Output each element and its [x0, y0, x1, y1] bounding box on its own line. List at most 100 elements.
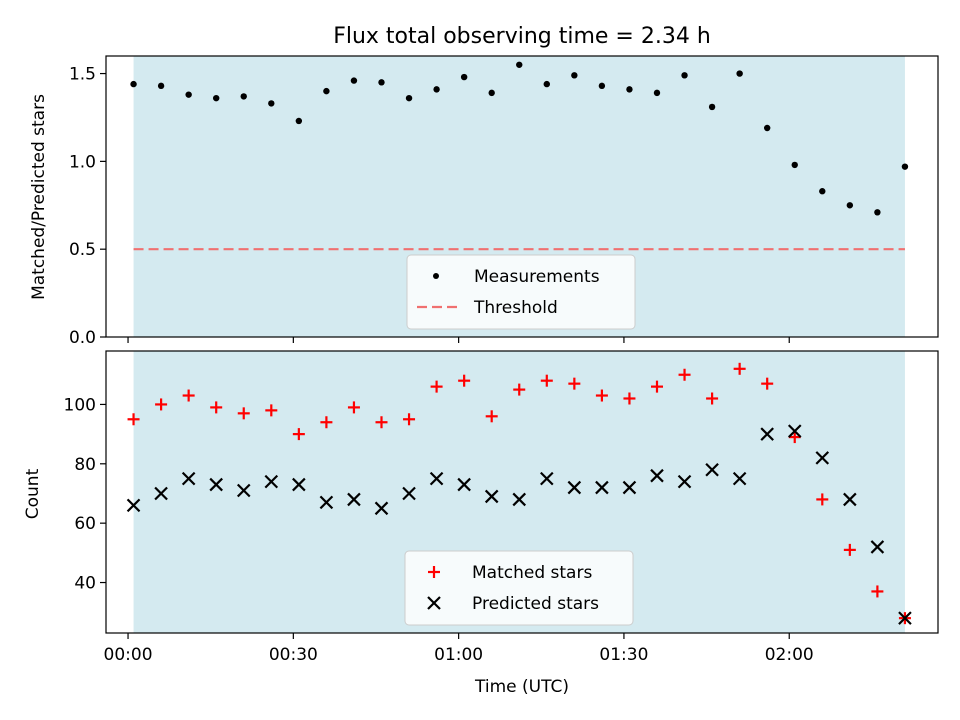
matched-stars-point	[706, 392, 719, 405]
matched-stars-point	[265, 404, 278, 417]
predicted-stars-point	[347, 492, 361, 507]
predicted-stars-point	[236, 483, 251, 498]
measurement-point	[901, 163, 909, 170]
matched-stars-point	[540, 374, 553, 387]
matched-stars-point	[430, 380, 443, 393]
predicted-stars-point	[843, 492, 857, 507]
legend: Matched stars Predicted stars	[404, 550, 634, 626]
y-tick-label: 1.5	[69, 65, 96, 85]
legend: Measurements Threshold	[406, 254, 636, 330]
matched-stars-point	[871, 585, 884, 598]
x-tick-label: 01:30	[599, 645, 648, 665]
y-tick-label: 40	[74, 574, 96, 594]
measurement-point	[378, 79, 385, 86]
predicted-stars-point	[457, 477, 471, 492]
matched-stars-point	[788, 431, 801, 444]
matched-stars-point	[816, 493, 829, 506]
legend-label: Measurements	[474, 267, 600, 287]
axes-frame	[105, 55, 939, 338]
measurement-point	[268, 100, 275, 107]
y-tick-label: 100	[64, 395, 96, 415]
matched-stars-point	[650, 380, 663, 393]
measurement-point	[819, 188, 826, 195]
measurement-point	[874, 209, 881, 216]
matched-stars-point	[182, 389, 195, 402]
predicted-stars-point	[760, 427, 774, 441]
matched-stars-point	[458, 374, 471, 387]
matched-stars-point	[513, 383, 526, 396]
matched-stars-point	[127, 413, 140, 426]
measurement-point	[130, 80, 137, 88]
legend-label: Threshold	[473, 298, 558, 318]
x-axis-label: Time (UTC)	[474, 677, 569, 697]
measurement-point	[846, 202, 854, 209]
x-tick-label: 02:00	[765, 645, 814, 665]
ratio-panel: Matched/Predicted stars 0.0 0.5 1.0 1.5 Meas…	[29, 55, 939, 348]
x-tick-label: 00:00	[104, 645, 153, 665]
predicted-stars-point	[181, 471, 196, 486]
predicted-stars-point	[484, 489, 499, 504]
predicted-stars-point	[292, 477, 306, 492]
matched-stars-point	[155, 398, 168, 411]
legend-box	[404, 550, 634, 626]
predicted-stars-point	[429, 471, 444, 486]
matched-stars-point	[568, 377, 581, 390]
predicted-stars-point	[126, 498, 141, 513]
matched-stars-point	[347, 401, 360, 414]
predicted-stars-point	[540, 471, 554, 486]
predicted-stars-point	[264, 474, 279, 489]
matched-stars-point	[623, 392, 636, 405]
matched-stars-point	[320, 416, 333, 429]
measurement-point	[212, 94, 220, 102]
axes-frame	[105, 350, 939, 634]
matched-stars-point	[292, 428, 305, 441]
matched-stars-point	[210, 401, 223, 414]
y-tick-label: 0.0	[69, 328, 96, 348]
predicted-stars-point	[677, 474, 692, 489]
legend-marker-measurements	[433, 273, 439, 279]
measurement-point	[405, 94, 413, 102]
y-tick-label: 1.0	[69, 152, 96, 172]
predicted-stars-point	[787, 424, 802, 438]
legend-marker-matched	[428, 566, 440, 578]
legend-box	[406, 254, 636, 330]
y-tick-label: 80	[74, 455, 96, 475]
measurement-point	[681, 72, 688, 79]
x-tick-label: 00:30	[269, 645, 318, 665]
x-tick-label: 01:00	[434, 645, 483, 665]
predicted-stars-point	[567, 480, 582, 495]
predicted-stars-point	[815, 451, 830, 465]
predicted-stars-point	[870, 540, 885, 554]
measurement-point	[350, 77, 358, 84]
predicted-stars-point	[154, 486, 168, 501]
predicted-stars-point	[705, 462, 719, 477]
measurement-point	[763, 124, 771, 132]
matched-stars-point	[403, 413, 416, 426]
matched-stars-point	[237, 407, 250, 420]
legend-label: Predicted stars	[472, 594, 599, 614]
measurement-point	[516, 61, 523, 68]
measurement-point	[708, 103, 716, 111]
measurement-point	[598, 82, 606, 90]
legend-label: Matched stars	[472, 563, 592, 583]
predicted-stars-point	[650, 468, 664, 483]
predicted-stars-point	[319, 495, 334, 510]
measurement-point	[295, 117, 303, 125]
matched-stars-point	[733, 362, 746, 375]
chart-title: Flux total observing time = 2.34 h	[333, 24, 711, 49]
measurement-point	[323, 87, 330, 95]
matched-stars-point	[375, 416, 388, 429]
measurement-point	[488, 89, 495, 97]
measurement-point	[433, 86, 440, 93]
count-panel: Count 40 60 80 100 00:00 00:30 01:00 01:30 02:00…	[23, 350, 939, 665]
matched-stars-point	[485, 410, 498, 423]
predicted-stars-point	[622, 480, 637, 495]
measurement-point	[240, 93, 247, 100]
legend-marker-predicted	[427, 596, 441, 610]
measurement-point	[460, 73, 468, 81]
matched-stars-point	[843, 543, 856, 556]
ratio-ylabel: Matched/Predicted stars	[29, 94, 49, 300]
measurement-point	[157, 82, 165, 90]
measurement-point	[626, 86, 633, 93]
